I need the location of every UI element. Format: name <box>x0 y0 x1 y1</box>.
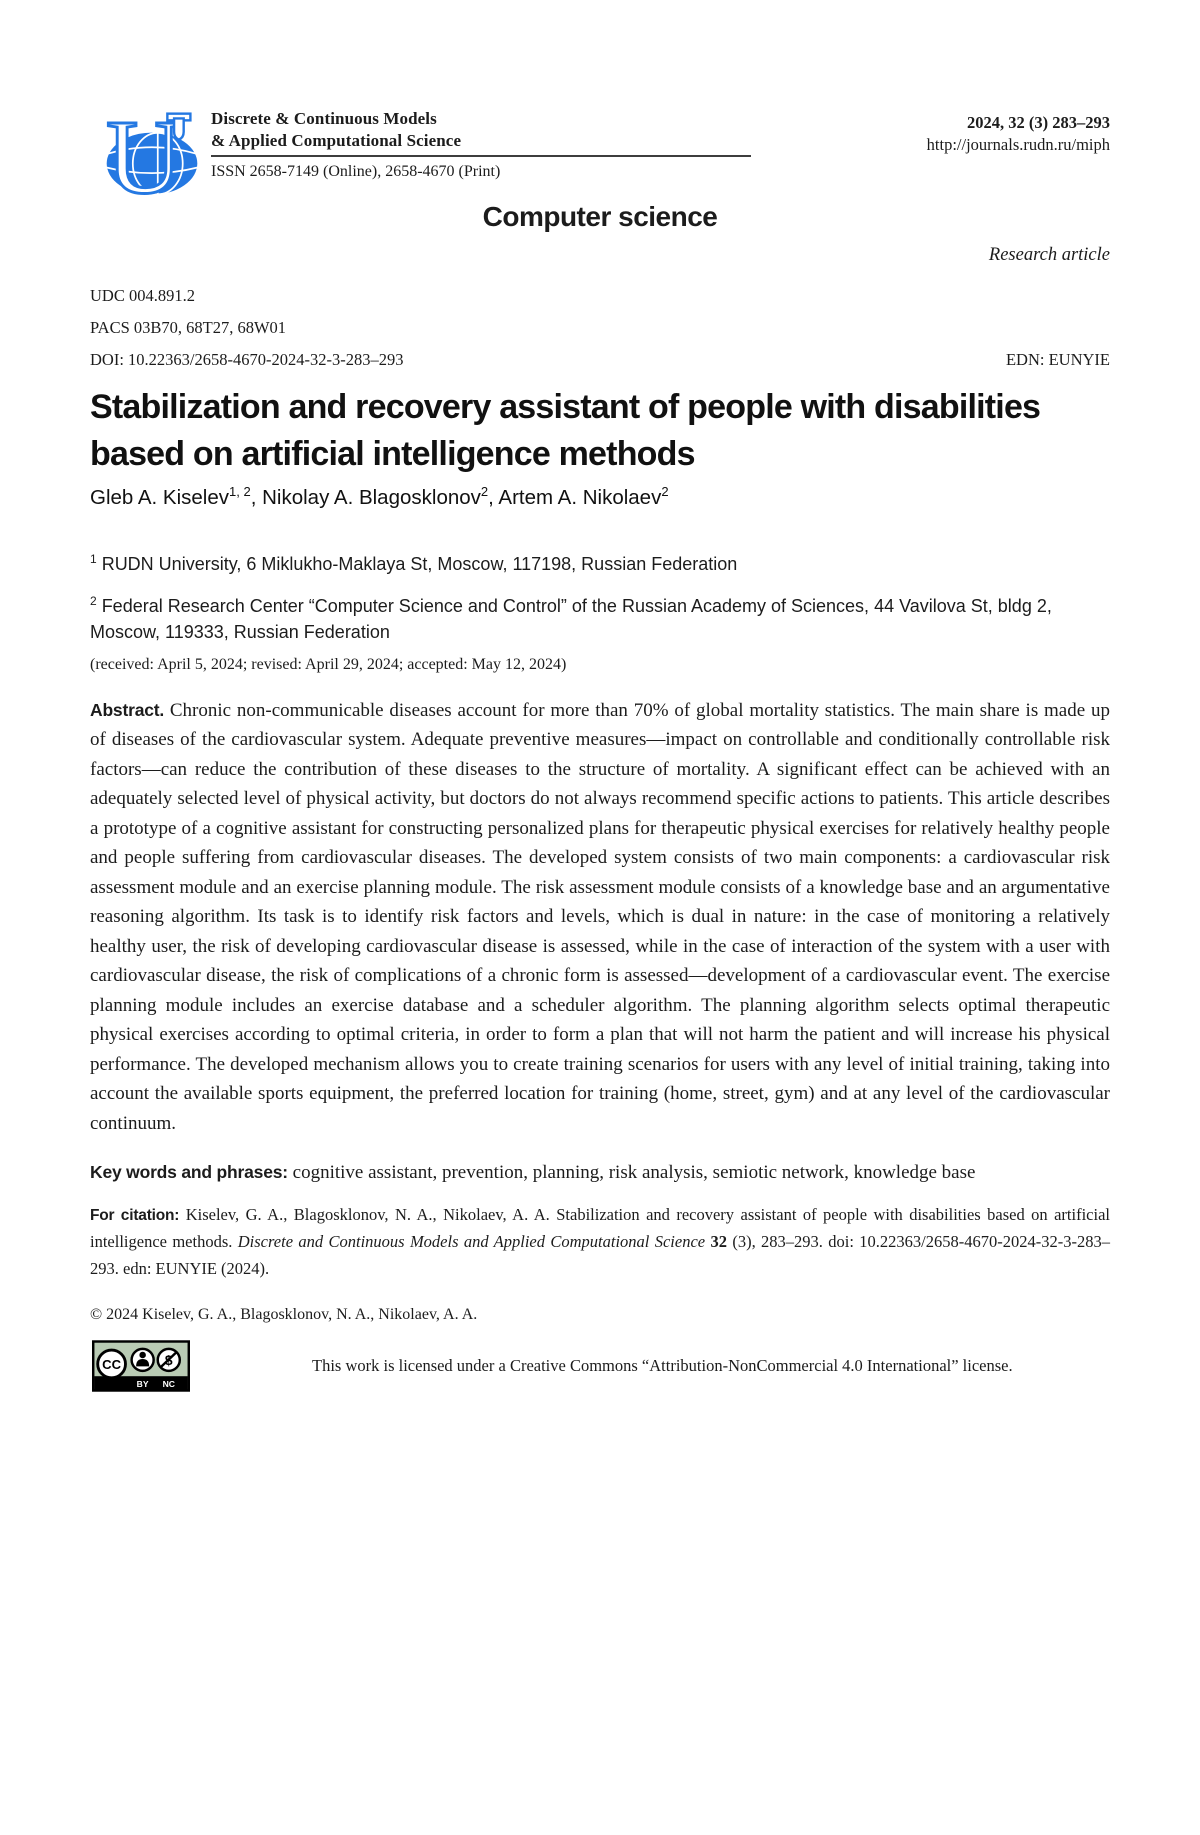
affiliation-2-marker: 2 <box>90 593 97 608</box>
badge-by-label: BY <box>137 1379 149 1389</box>
abstract-label: Abstract. <box>90 699 165 720</box>
journal-name-underline: Discrete & Continuous Models & Applied C… <box>211 108 751 157</box>
journal-name-block: Discrete & Continuous Models & Applied C… <box>211 103 751 181</box>
journal-name-line1: Discrete & Continuous Models <box>211 109 437 128</box>
author-3-affil-marker: 2 <box>661 484 669 499</box>
journal-header: U Discrete & Continuous Models & Applied… <box>90 97 1110 217</box>
authors-line: Gleb A. Kiselev1, 2, Nikolay A. Blagoskl… <box>90 484 1110 510</box>
keywords-text: cognitive assistant, prevention, plannin… <box>287 1162 976 1184</box>
citation-volume: 32 <box>710 1232 727 1252</box>
section-heading: Computer science <box>482 201 718 232</box>
author-1-affil-marker: 1, 2 <box>229 484 251 499</box>
citation-label: For citation: <box>90 1206 180 1224</box>
journal-issn: ISSN 2658-7149 (Online), 2658-4670 (Prin… <box>211 163 501 180</box>
author-2: Nikolay A. Blagosklonov <box>262 485 481 509</box>
affiliation-1-marker: 1 <box>90 551 97 566</box>
edn-code: EDN: EUNYIE <box>1005 350 1110 369</box>
author-2-affil-marker: 2 <box>480 484 489 499</box>
affiliation-1-text: RUDN University, 6 Miklukho-Maklaya St, … <box>96 553 738 574</box>
author-separator: , <box>250 485 263 509</box>
dates-line: (received: April 5, 2024; revised: April… <box>90 655 567 673</box>
citation-text-2: (3), 283–293. doi: 10.22363/2658-4670-20… <box>90 1232 1110 1278</box>
badge-nc-label: NC <box>163 1379 175 1389</box>
paper-page: U Discrete & Continuous Models & Applied… <box>90 97 1110 1393</box>
article-title: Stabilization and recovery assistant of … <box>90 388 1041 473</box>
abstract-text: Chronic non-communicable diseases accoun… <box>90 699 1110 1134</box>
affiliation-2-text: Federal Research Center “Computer Scienc… <box>90 595 1052 642</box>
journal-name-line2: & Applied Computational Science <box>211 130 462 150</box>
issue-info-block: 2024, 32 (3) 283–293 http://journals.rud… <box>927 103 1110 156</box>
pacs-code: PACS 03B70, 68T27, 68W01 <box>90 318 287 337</box>
affiliation-1: 1 RUDN University, 6 Miklukho-Maklaya St… <box>90 546 1110 577</box>
citation-paragraph: For citation: Kiselev, G. A., Blagosklon… <box>90 1202 1110 1283</box>
license-text: This work is licensed under a Creative C… <box>312 1356 1013 1376</box>
cc-by-nc-badge-icon[interactable]: CC $ BY NC <box>92 1340 190 1393</box>
udc-code: UDC 004.891.2 <box>90 286 195 305</box>
abstract-paragraph: Abstract. Chronic non-communicable disea… <box>90 696 1110 1139</box>
issue-number: 2024, 32 (3) 283–293 <box>967 113 1110 132</box>
keywords-paragraph: Key words and phrases: cognitive assista… <box>90 1158 1110 1188</box>
license-row: CC $ BY NC This work is licensed under a… <box>90 1340 1110 1393</box>
keywords-label: Key words and phrases: <box>90 1162 288 1183</box>
codes-block: UDC 004.891.2 PACS 03B70, 68T27, 68W01 D… <box>90 286 1110 370</box>
citation-journal-name: Discrete and Continuous Models and Appli… <box>237 1232 711 1252</box>
doi-edn-row: DOI: 10.22363/2658-4670-2024-32-3-283–29… <box>90 350 1110 370</box>
affiliations-block: 1 RUDN University, 6 Miklukho-Maklaya St… <box>90 546 1110 645</box>
svg-text:CC: CC <box>102 1357 121 1372</box>
affiliation-2: 2 Federal Research Center “Computer Scie… <box>90 588 1110 645</box>
svg-text:U: U <box>106 107 182 199</box>
journal-url-link[interactable]: http://journals.rudn.ru/miph <box>926 135 1110 154</box>
rudn-university-logo-icon: U <box>104 97 200 217</box>
author-1: Gleb A. Kiselev <box>90 485 230 509</box>
author-separator: , <box>488 485 499 509</box>
citation-text-1: Kiselev, G. A., Blagosklonov, N. A., Nik… <box>90 1204 1110 1252</box>
copyright-line: © 2024 Kiselev, G. A., Blagosklonov, N. … <box>90 1306 478 1324</box>
article-type-label: Research article <box>988 245 1110 265</box>
doi-code: DOI: 10.22363/2658-4670-2024-32-3-283–29… <box>90 350 404 369</box>
author-3: Artem A. Nikolaev <box>498 485 662 509</box>
